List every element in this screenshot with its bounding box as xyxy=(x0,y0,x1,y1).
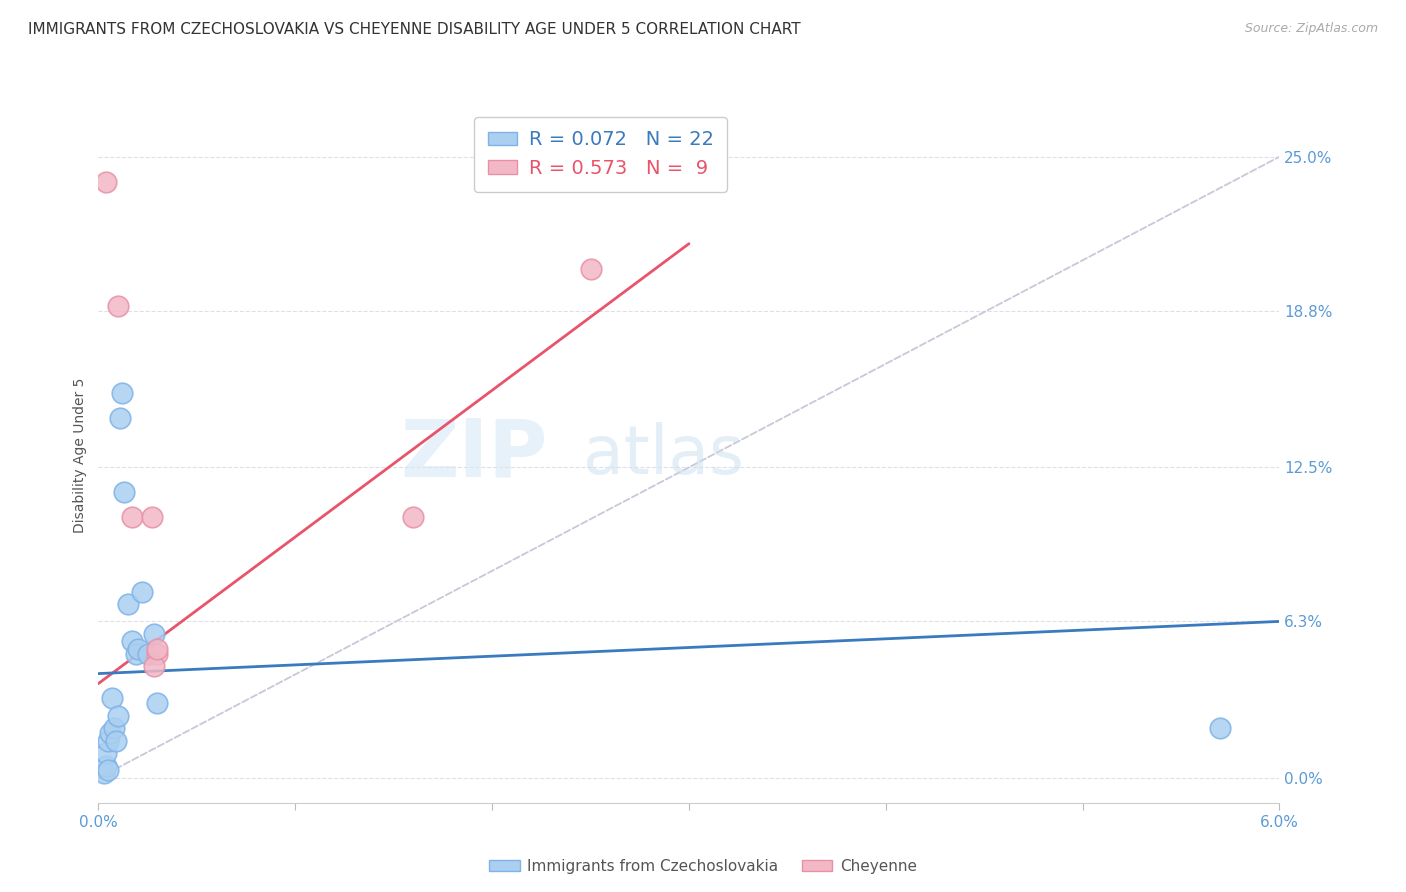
Text: atlas: atlas xyxy=(582,422,744,488)
Point xyxy=(98,726,121,740)
Point xyxy=(402,510,425,524)
Point xyxy=(93,766,115,780)
Point xyxy=(121,510,143,524)
Point xyxy=(125,647,148,661)
Legend: R = 0.072   N = 22, R = 0.573   N =  9: R = 0.072 N = 22, R = 0.573 N = 9 xyxy=(474,117,727,192)
Y-axis label: Disability Age Under 5: Disability Age Under 5 xyxy=(73,377,87,533)
Point xyxy=(146,647,169,661)
Point xyxy=(105,733,128,747)
Point xyxy=(96,758,118,772)
Point xyxy=(131,584,153,599)
Point xyxy=(97,764,120,778)
Point xyxy=(146,641,169,656)
Point xyxy=(142,627,165,641)
Point xyxy=(96,175,118,189)
Point xyxy=(111,385,134,400)
Point xyxy=(579,261,602,276)
Point xyxy=(142,659,165,673)
Point xyxy=(108,410,131,425)
Text: IMMIGRANTS FROM CZECHOSLOVAKIA VS CHEYENNE DISABILITY AGE UNDER 5 CORRELATION CH: IMMIGRANTS FROM CZECHOSLOVAKIA VS CHEYEN… xyxy=(28,22,801,37)
Point xyxy=(112,485,135,500)
Point xyxy=(136,647,159,661)
Point xyxy=(1209,721,1232,735)
Point xyxy=(146,697,169,711)
Text: Source: ZipAtlas.com: Source: ZipAtlas.com xyxy=(1244,22,1378,36)
Point xyxy=(107,299,129,313)
Point xyxy=(103,721,125,735)
Point xyxy=(127,641,149,656)
Point xyxy=(141,510,163,524)
Point xyxy=(121,634,143,648)
Legend: Immigrants from Czechoslovakia, Cheyenne: Immigrants from Czechoslovakia, Cheyenne xyxy=(484,853,922,880)
Text: ZIP: ZIP xyxy=(399,416,547,494)
Point xyxy=(101,691,124,706)
Point xyxy=(107,708,129,723)
Point xyxy=(97,733,120,747)
Point xyxy=(117,597,139,611)
Point xyxy=(96,746,118,760)
